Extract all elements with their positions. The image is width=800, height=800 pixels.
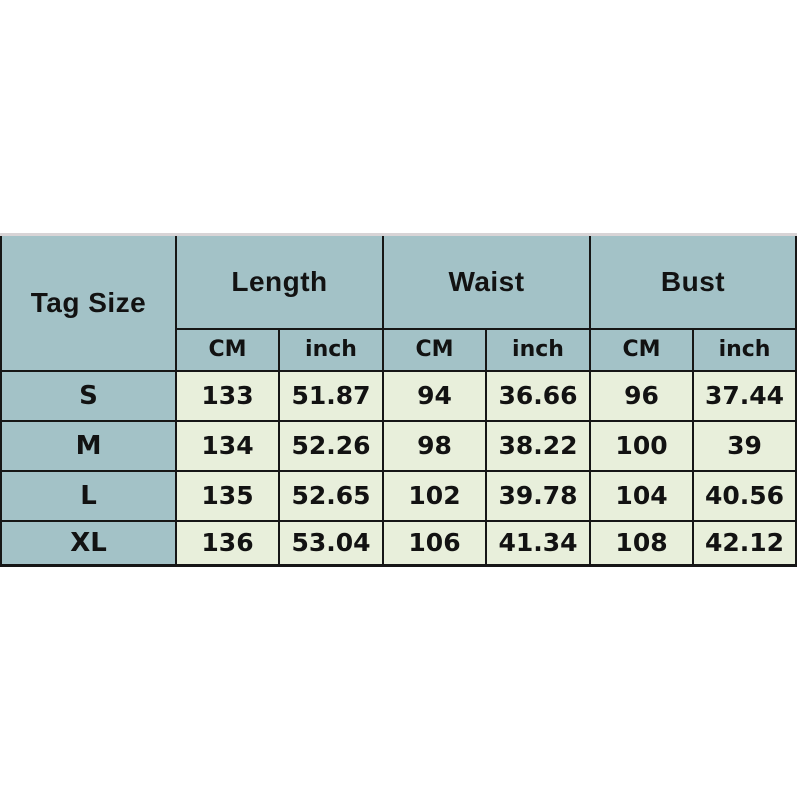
- size-cell: XL: [0, 519, 177, 567]
- size-cell: M: [0, 419, 177, 472]
- value-cell: 51.87: [278, 369, 384, 422]
- value-cell: 37.44: [692, 369, 798, 422]
- unit-header-bust-inch: inch: [692, 327, 798, 372]
- value-cell: 40.56: [692, 469, 798, 522]
- value-cell: 42.12: [692, 519, 798, 567]
- value-cell: 98: [382, 419, 487, 472]
- table-row-s: S 133 51.87 94 36.66 96 37.44: [0, 369, 798, 422]
- table-row-m: M 134 52.26 98 38.22 100 39: [0, 419, 798, 472]
- size-chart-container: Tag Size Length Waist Bust CM inch CM in…: [0, 233, 798, 567]
- value-cell: 39.78: [484, 469, 592, 522]
- group-header-waist: Waist: [381, 233, 592, 330]
- value-cell: 102: [382, 469, 487, 522]
- unit-header-bust-cm: CM: [589, 327, 695, 372]
- size-cell: L: [0, 469, 177, 522]
- value-cell: 39: [692, 419, 798, 472]
- value-cell: 108: [589, 519, 695, 567]
- value-cell: 135: [175, 469, 280, 522]
- value-cell: 52.26: [278, 419, 384, 472]
- value-cell: 104: [589, 469, 695, 522]
- value-cell: 36.66: [484, 369, 592, 422]
- unit-header-waist-cm: CM: [382, 327, 487, 372]
- value-cell: 96: [589, 369, 695, 422]
- table-row-l: L 135 52.65 102 39.78 104 40.56: [0, 469, 798, 522]
- value-cell: 136: [175, 519, 280, 567]
- corner-header-tag-size: Tag Size: [0, 233, 177, 372]
- unit-header-length-inch: inch: [278, 327, 384, 372]
- value-cell: 38.22: [484, 419, 592, 472]
- group-header-bust: Bust: [589, 233, 798, 330]
- value-cell: 41.34: [484, 519, 592, 567]
- value-cell: 106: [382, 519, 487, 567]
- group-header-length: Length: [175, 233, 384, 330]
- size-cell: S: [0, 369, 177, 422]
- size-chart-table: Tag Size Length Waist Bust CM inch CM in…: [0, 233, 798, 567]
- value-cell: 52.65: [278, 469, 384, 522]
- value-cell: 133: [175, 369, 280, 422]
- value-cell: 53.04: [278, 519, 384, 567]
- unit-header-waist-inch: inch: [484, 327, 592, 372]
- value-cell: 94: [382, 369, 487, 422]
- value-cell: 134: [175, 419, 280, 472]
- table-row-xl: XL 136 53.04 106 41.34 108 42.12: [0, 519, 798, 567]
- value-cell: 100: [589, 419, 695, 472]
- unit-header-length-cm: CM: [175, 327, 280, 372]
